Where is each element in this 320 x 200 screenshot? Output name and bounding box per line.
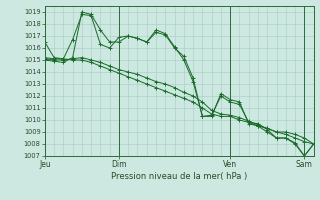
X-axis label: Pression niveau de la mer( hPa ): Pression niveau de la mer( hPa ) <box>111 172 247 181</box>
